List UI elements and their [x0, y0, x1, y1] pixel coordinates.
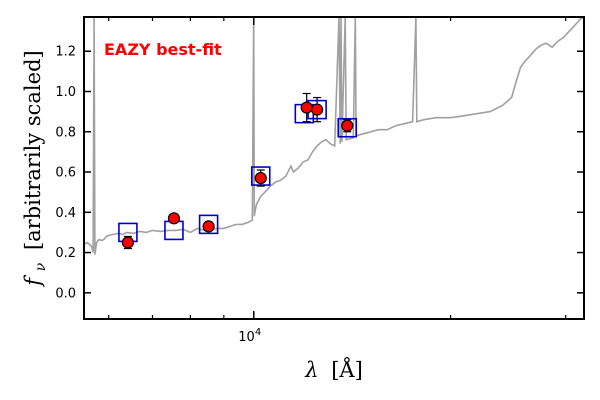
- observed-photometry-layer: [121, 92, 354, 250]
- observed-photometry-point: [202, 220, 215, 233]
- axis-ticks: 0.0 0.2 0.4 0.6 0.8 1.0 1.2 104: [55, 17, 584, 345]
- y-tick-label: 0.2: [55, 246, 76, 261]
- model-photometry-box: [198, 214, 219, 235]
- observed-photometry-point: [121, 236, 135, 249]
- x-axis-label: λ [Å]: [304, 357, 363, 382]
- y-tick-label: 1.0: [55, 85, 76, 100]
- observed-photometry-point: [300, 101, 313, 114]
- template-spectrum-layer: [84, 17, 584, 255]
- y-axis-subscript: ν: [33, 262, 49, 271]
- y-tick-label: 0.6: [55, 166, 76, 181]
- observed-photometry-point: [311, 103, 324, 116]
- y-tick-label: 1.2: [55, 45, 76, 60]
- annotation-label: EAZY best-fit: [104, 40, 222, 59]
- y-axis-symbol: f: [21, 275, 45, 288]
- plot-area: [84, 17, 584, 255]
- x-axis-symbol: λ: [304, 358, 318, 382]
- plot-frame: [83, 16, 585, 320]
- y-tick-label: 0.0: [55, 286, 76, 301]
- template-spectrum-line: [84, 17, 584, 255]
- y-tick-label: 0.8: [55, 125, 76, 140]
- observed-photometry-point: [341, 119, 354, 132]
- observed-photometry-point: [167, 212, 181, 225]
- model-photometry-box: [337, 117, 358, 138]
- x-axis-unit: [Å]: [331, 357, 363, 382]
- y-axis-label: f ν [arbitrarily scaled]: [21, 50, 50, 287]
- x-tick-label: 104: [238, 327, 261, 345]
- observed-photometry-point: [254, 171, 267, 185]
- y-axis-text: [arbitrarily scaled]: [21, 50, 45, 250]
- y-tick-label: 0.4: [55, 206, 76, 221]
